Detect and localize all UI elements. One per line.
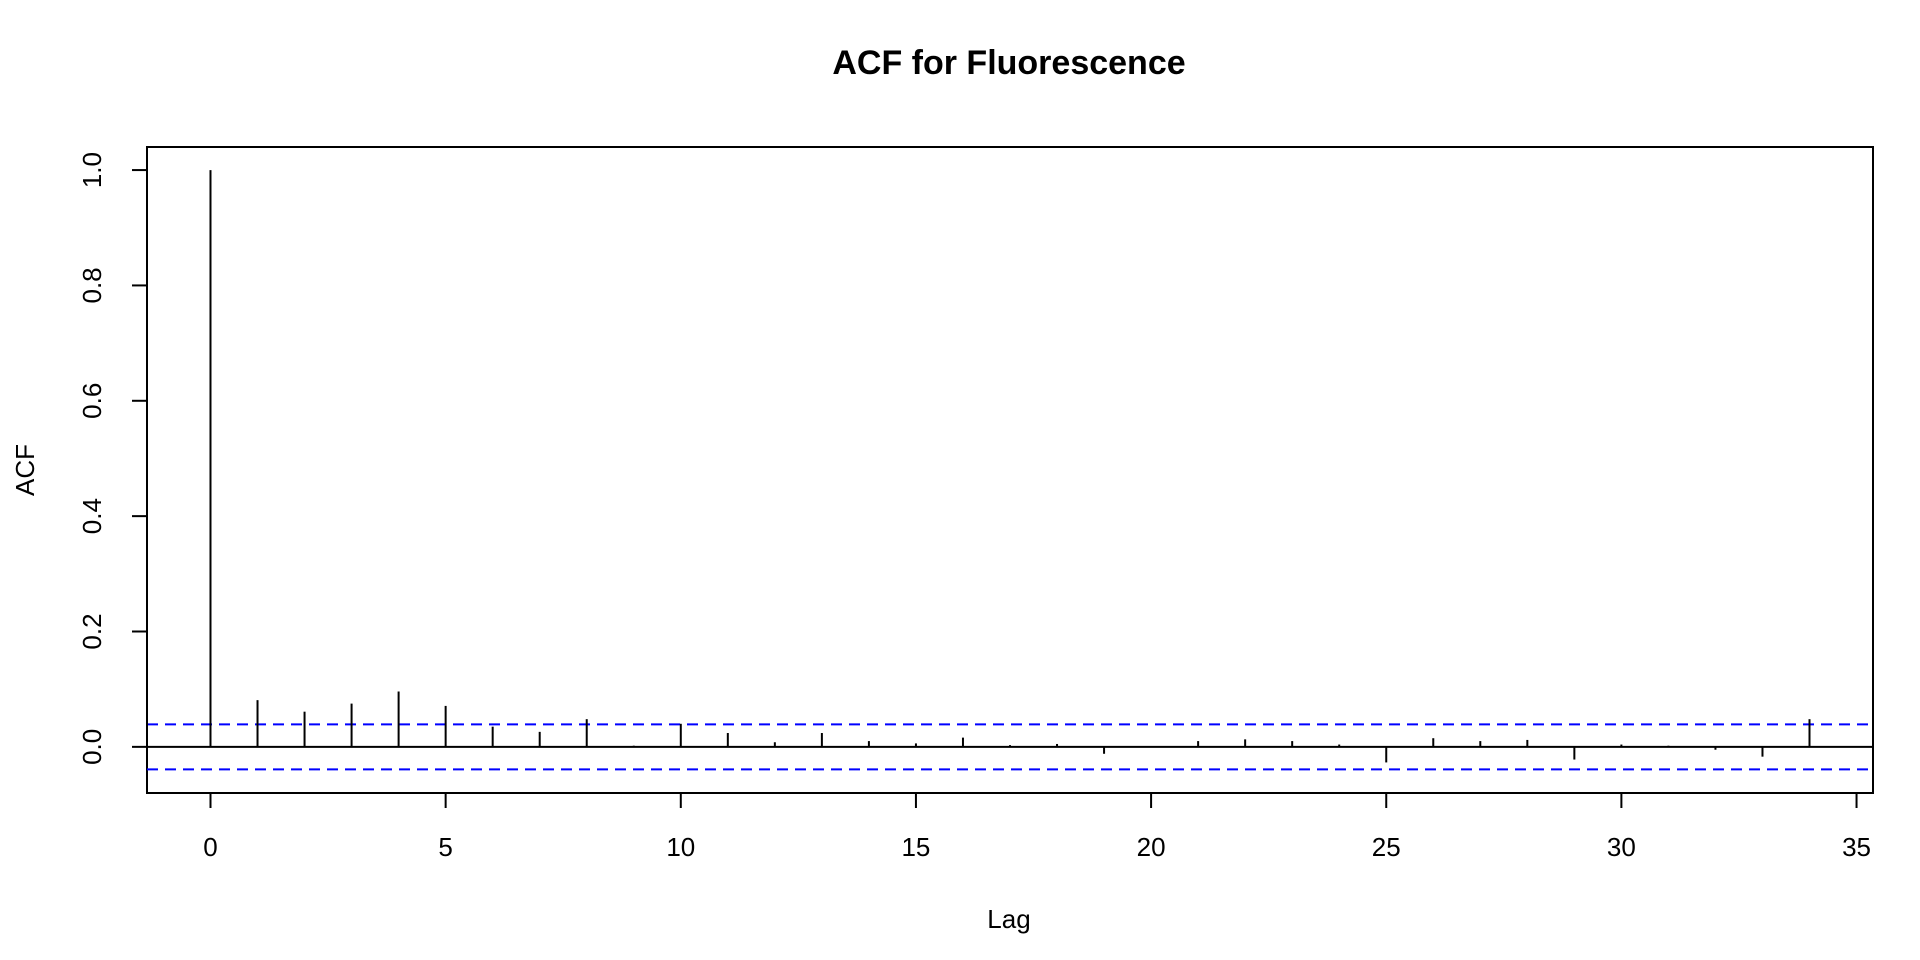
x-tick-label: 20 <box>1137 832 1166 862</box>
x-tick-label: 10 <box>666 832 695 862</box>
x-tick-label: 35 <box>1842 832 1871 862</box>
x-tick-label: 5 <box>438 832 452 862</box>
x-tick-label: 0 <box>203 832 217 862</box>
x-tick-label: 25 <box>1372 832 1401 862</box>
y-tick-label: 0.0 <box>77 729 107 765</box>
y-tick-label: 1.0 <box>77 152 107 188</box>
y-tick-label: 0.8 <box>77 267 107 303</box>
x-axis-label: Lag <box>987 904 1030 934</box>
plot-layer: 0 5 10 15 20 25 30 35 0.0 0.2 0.4 0.6 0.8 1.0 <box>77 152 1873 862</box>
x-tick-label: 15 <box>901 832 930 862</box>
y-tick-label: 0.2 <box>77 613 107 649</box>
y-axis-label: ACF <box>10 444 40 496</box>
y-tick-label: 0.4 <box>77 498 107 534</box>
plot-frame <box>146 146 1874 794</box>
y-tick-label: 0.6 <box>77 383 107 419</box>
chart-title: ACF for Fluorescence <box>832 44 1185 82</box>
x-tick-label: 30 <box>1607 832 1636 862</box>
